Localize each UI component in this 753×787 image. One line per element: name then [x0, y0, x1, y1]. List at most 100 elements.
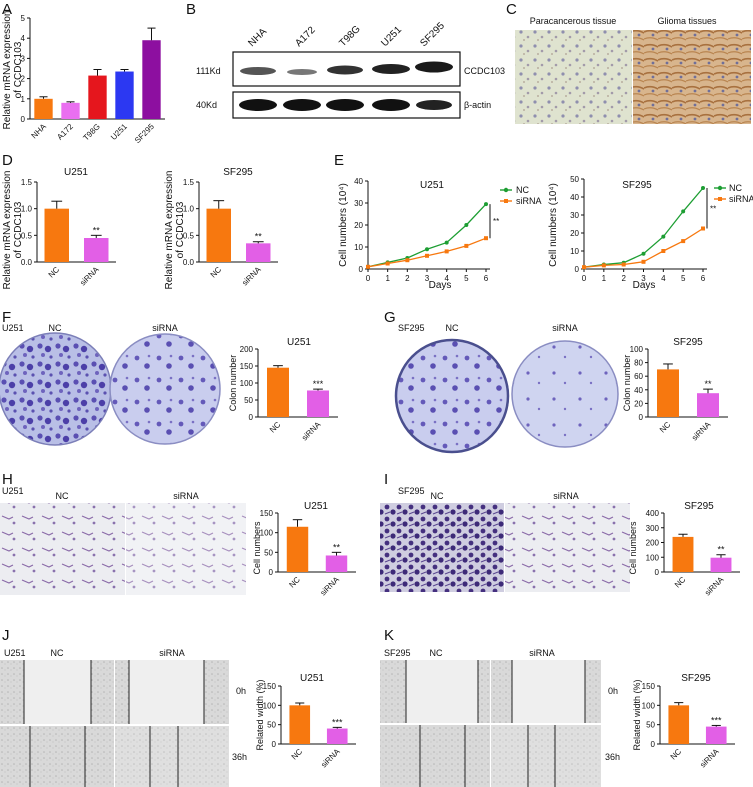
band-ccdc103-u251	[372, 64, 410, 74]
bar-sirna	[326, 728, 348, 744]
y-tick-label: 40	[570, 193, 579, 202]
bar-sirna	[246, 243, 271, 262]
panel-d1-title: U251	[64, 167, 88, 178]
x-tick-label: U251	[109, 122, 129, 142]
point-sirna	[405, 258, 410, 263]
panel-d2-ylabel-line2: of CCDC103	[175, 201, 186, 258]
y-tick-label: 0	[639, 413, 644, 422]
x-tick-label: 5	[464, 274, 469, 283]
band-ccdc103-a172	[287, 69, 317, 75]
panel-e2-title: SF295	[622, 180, 652, 191]
panel-j-sirna-label: siRNA	[159, 648, 185, 658]
panel-k-nc-label: NC	[430, 648, 443, 658]
x-tick-label: SF295	[133, 122, 156, 145]
bar-sirna	[84, 238, 109, 262]
x-tick-label: 5	[681, 274, 686, 283]
y-tick-label: 1.5	[183, 178, 195, 187]
bar-t98g	[88, 75, 107, 119]
bar-nc	[267, 367, 289, 417]
x-tick-label: 6	[484, 274, 489, 283]
band-ccdc103-t98g	[327, 65, 363, 75]
significance-label: **	[255, 232, 263, 242]
y-tick-label: 50	[244, 396, 253, 405]
dish-sf295-sirna	[511, 340, 619, 448]
panel-letter-b: B	[186, 1, 196, 18]
panel-e1-xlabel: Days	[429, 280, 452, 291]
x-tick-label: siRNA	[703, 575, 726, 598]
panel-letter-a: A	[2, 1, 12, 18]
legend-nc-marker	[503, 187, 509, 193]
lane-label-t98g: T98G	[337, 24, 363, 50]
x-tick-label: NC	[47, 265, 62, 280]
bar-nc	[44, 208, 69, 262]
ihc-paracancerous-image	[515, 30, 632, 124]
significance-label: **	[710, 204, 716, 213]
band-ccdc103-nha	[240, 67, 276, 75]
y-tick-label: 10	[570, 247, 579, 256]
y-tick-label: 100	[263, 701, 277, 710]
y-tick-label: 1	[21, 95, 26, 104]
significance-label: ***	[711, 715, 722, 725]
y-tick-label: 0.0	[183, 258, 195, 267]
panel-e1-line-chart: 0 10 20 30 40 0 1 2 3 4 5 6 **	[354, 177, 499, 283]
y-tick-label: 0	[651, 740, 656, 749]
panel-letter-f: F	[2, 309, 11, 326]
point-sirna	[464, 243, 469, 248]
wound-u251-0h	[0, 660, 229, 724]
panel-letter-i: I	[384, 471, 388, 488]
y-tick-label: 1.5	[21, 178, 33, 187]
panel-f-cell-line: U251	[2, 323, 24, 333]
panel-g-sirna-label: siRNA	[552, 323, 578, 333]
band-actin-sf295	[416, 100, 452, 110]
x-tick-label: 4	[444, 274, 449, 283]
x-tick-label: NC	[658, 420, 673, 435]
panel-h-bar-chart: 0 50 100 150 NC siRNA **	[260, 509, 356, 597]
panel-e2-legend: NC siRNA	[714, 183, 753, 204]
panel-letter-d: D	[2, 152, 13, 169]
significance-label: **	[704, 379, 712, 389]
x-tick-label: NHA	[30, 122, 49, 141]
point-nc	[641, 251, 646, 256]
point-sirna	[701, 226, 705, 231]
panel-j-chart-title: U251	[300, 673, 324, 684]
legend2-nc-label: NC	[729, 183, 742, 193]
ihc-glioma-image	[633, 30, 751, 124]
panel-k-ylabel: Related width (%)	[632, 679, 642, 750]
ihc-left-title: Paracancerous tissue	[530, 16, 617, 26]
band-actin-nha	[239, 99, 277, 111]
lane-label-a172: A172	[293, 25, 318, 50]
panel-f-nc-label: NC	[49, 323, 62, 333]
legend-nc-label: NC	[516, 185, 529, 195]
panel-e2-line-chart: 0 10 20 30 40 50 0 1 2 3 4 5 6 **	[570, 175, 716, 283]
y-tick-label: 0	[272, 740, 277, 749]
y-tick-label: 100	[642, 701, 656, 710]
panel-g-bar-chart: 0 20 40 60 80 100 NC siRNA **	[630, 345, 728, 442]
panel-d1-ylabel-line1: Relative mRNA expression	[2, 171, 13, 290]
y-tick-label: 10	[354, 243, 363, 252]
panel-e1-title: U251	[420, 180, 444, 191]
x-tick-label: 3	[425, 274, 430, 283]
panel-i-chart-title: SF295	[684, 501, 714, 512]
x-tick-label: siRNA	[319, 575, 342, 598]
panel-a-bar-chart: 0 1 2 3 4 5 NHA A172 T98G U251 SF295	[21, 14, 165, 145]
panel-f-bar-chart: 0 50 100 150 200 NC siRNA ***	[240, 345, 338, 442]
legend-sirna-label: siRNA	[516, 196, 542, 206]
bar-a172	[61, 102, 80, 119]
x-tick-label: 1	[602, 274, 607, 283]
panel-letter-k: K	[384, 627, 394, 644]
panel-e2-ylabel: Cell numbers (10⁴)	[548, 183, 559, 267]
transwell-sf295-nc	[380, 503, 504, 592]
x-tick-label: 1	[385, 274, 390, 283]
legend2-sirna-label: siRNA	[729, 194, 753, 204]
y-tick-label: 1.0	[21, 205, 33, 214]
y-tick-label: 100	[260, 529, 274, 538]
point-sirna	[425, 253, 429, 258]
y-tick-label: 100	[240, 379, 254, 388]
y-tick-label: 1.0	[183, 205, 195, 214]
x-tick-label: 2	[405, 274, 410, 283]
point-sirna	[444, 249, 449, 254]
y-tick-label: 150	[642, 682, 656, 691]
y-tick-label: 0.0	[21, 258, 33, 267]
significance-label: **	[493, 217, 499, 226]
y-tick-label: 50	[267, 721, 276, 730]
